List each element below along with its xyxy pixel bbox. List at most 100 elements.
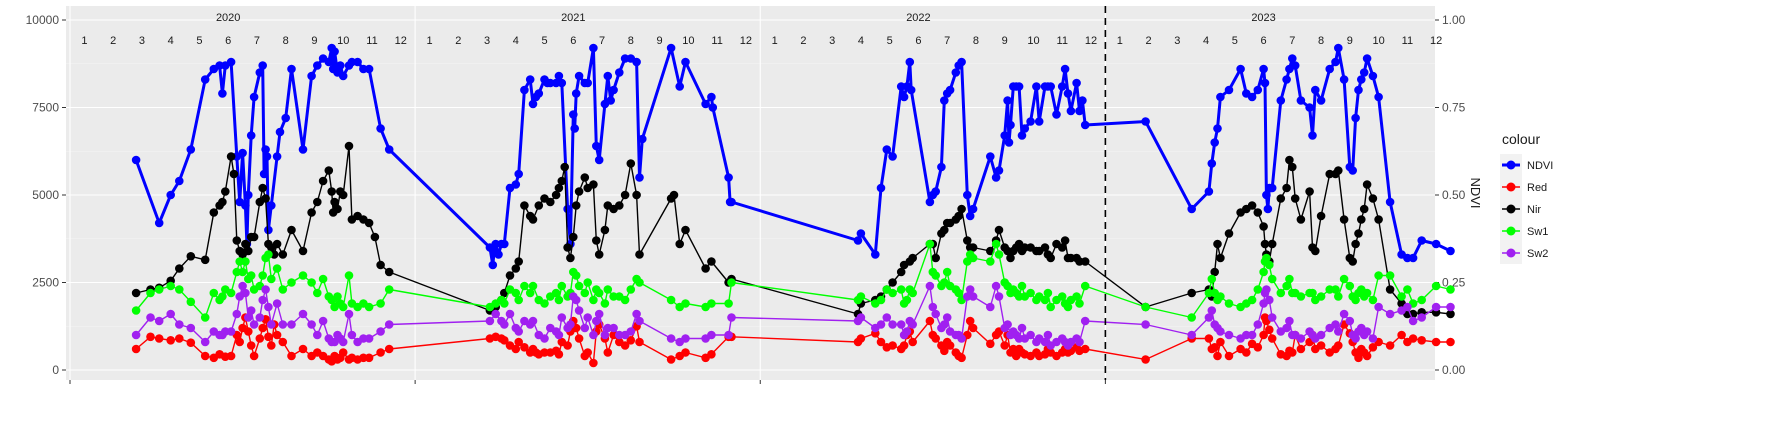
month-label: 6 xyxy=(570,35,576,47)
data-point-sw1 xyxy=(1362,288,1372,298)
data-point-ndvi xyxy=(853,236,863,245)
data-point-ndvi xyxy=(940,96,949,105)
data-point-sw2 xyxy=(724,330,733,340)
data-point-ndvi xyxy=(1224,85,1234,95)
data-point-sw1 xyxy=(264,250,273,259)
data-point-sw1 xyxy=(727,278,736,287)
data-point-ndvi xyxy=(615,68,624,77)
data-point-sw1 xyxy=(1216,292,1225,301)
data-point-sw1 xyxy=(1276,288,1286,298)
data-point-red xyxy=(200,351,210,361)
data-point-sw1 xyxy=(333,292,342,301)
data-point-sw2 xyxy=(1285,316,1294,326)
data-point-sw1 xyxy=(1026,288,1035,298)
month-label: 1 xyxy=(1117,35,1123,47)
data-point-nir xyxy=(1348,257,1357,266)
data-point-ndvi xyxy=(272,152,282,161)
data-point-sw1 xyxy=(888,288,897,298)
data-point-red xyxy=(249,351,259,361)
data-point-ndvi xyxy=(986,152,995,161)
data-point-ndvi xyxy=(554,71,564,81)
data-point-nir xyxy=(287,225,296,235)
month-label: 4 xyxy=(168,35,174,47)
data-point-sw1 xyxy=(896,285,906,294)
data-point-nir xyxy=(261,194,270,203)
data-point-ndvi xyxy=(384,145,394,154)
data-point-ndvi xyxy=(708,103,718,112)
data-point-ndvi xyxy=(1034,117,1044,126)
data-point-ndvi xyxy=(1339,75,1349,84)
month-label: 9 xyxy=(1002,35,1008,47)
data-point-ndvi xyxy=(681,57,690,67)
data-point-nir xyxy=(571,201,581,210)
data-point-sw1 xyxy=(856,292,866,301)
data-point-red xyxy=(666,355,676,364)
data-point-sw1 xyxy=(580,288,590,298)
data-point-ndvi xyxy=(313,61,322,70)
data-point-nir xyxy=(186,251,196,261)
data-point-nir xyxy=(1334,166,1343,175)
data-point-sw1 xyxy=(589,295,598,305)
data-point-sw1 xyxy=(724,299,733,308)
data-point-sw1 xyxy=(166,281,175,291)
data-point-sw2 xyxy=(908,320,917,329)
data-point-sw2 xyxy=(166,309,175,319)
data-point-sw1 xyxy=(1403,285,1412,294)
data-point-red xyxy=(940,346,949,356)
data-point-sw1 xyxy=(554,295,564,305)
data-point-red xyxy=(965,316,975,326)
data-point-sw1 xyxy=(241,257,250,266)
data-point-ndvi xyxy=(1316,96,1326,105)
data-point-sw1 xyxy=(1259,267,1268,277)
data-point-ndvi xyxy=(488,260,498,270)
month-label: 5 xyxy=(196,35,202,47)
data-point-sw2 xyxy=(707,330,716,340)
data-point-red xyxy=(707,350,716,359)
data-point-red xyxy=(957,353,966,363)
data-point-red xyxy=(514,337,523,347)
data-point-nir xyxy=(908,253,917,263)
data-point-ndvi xyxy=(1014,82,1024,91)
data-point-sw2 xyxy=(931,309,940,319)
data-point-red xyxy=(1316,341,1326,350)
month-label: 8 xyxy=(283,35,289,47)
month-label: 12 xyxy=(1430,35,1442,47)
data-point-nir xyxy=(1216,253,1225,263)
data-point-nir xyxy=(209,208,219,217)
data-point-ndvi xyxy=(131,155,141,165)
data-point-sw2 xyxy=(1265,295,1274,305)
data-point-sw2 xyxy=(940,320,949,329)
data-point-sw2 xyxy=(965,285,975,294)
data-point-nir xyxy=(1046,253,1055,263)
data-point-sw1 xyxy=(1057,292,1067,301)
data-point-red xyxy=(968,323,978,333)
data-point-red xyxy=(1408,334,1418,343)
data-point-sw2 xyxy=(298,309,308,319)
data-point-ndvi xyxy=(701,99,710,109)
data-point-red xyxy=(899,341,909,350)
data-point-ndvi xyxy=(259,169,269,179)
data-point-ndvi xyxy=(1368,71,1378,81)
data-point-nir xyxy=(258,183,268,193)
data-point-nir xyxy=(1359,204,1369,214)
data-point-nir xyxy=(1385,285,1395,294)
data-point-sw2 xyxy=(347,330,357,340)
month-label: 11 xyxy=(366,35,377,47)
data-point-red xyxy=(876,337,886,347)
data-point-nir xyxy=(1259,222,1268,231)
data-point-ndvi xyxy=(1325,64,1334,74)
data-point-ndvi xyxy=(200,75,210,84)
data-point-sw2 xyxy=(318,316,328,326)
data-point-sw2 xyxy=(246,306,256,315)
data-point-ndvi xyxy=(525,75,535,84)
year-label: 2023 xyxy=(1251,12,1275,24)
data-point-sw1 xyxy=(511,288,521,298)
data-point-sw2 xyxy=(580,323,590,333)
data-point-sw2 xyxy=(856,313,866,322)
data-point-sw2 xyxy=(635,316,644,326)
data-point-ndvi xyxy=(589,43,598,53)
data-point-nir xyxy=(1247,201,1257,210)
data-point-nir xyxy=(1285,155,1294,165)
month-label: 4 xyxy=(858,35,864,47)
month-label: 6 xyxy=(225,35,231,47)
